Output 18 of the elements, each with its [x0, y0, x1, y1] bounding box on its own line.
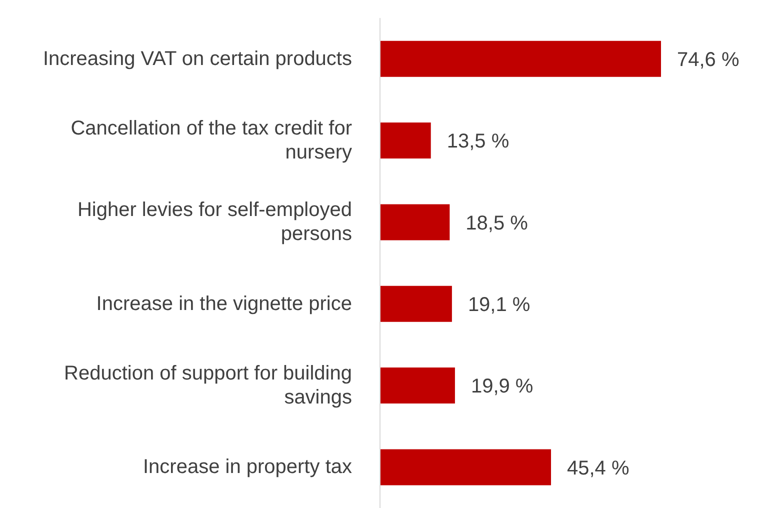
data-label: 18,5 % — [466, 212, 528, 234]
bar — [380, 449, 552, 486]
y-tick-label: Increase in property tax — [143, 456, 352, 478]
bar — [380, 40, 661, 77]
y-tick-label: Reduction of support for building savings — [64, 362, 352, 408]
data-label: 13,5 % — [446, 130, 510, 153]
bar — [380, 204, 450, 240]
data-label: 74,6 % — [677, 48, 740, 71]
y-tick-label: Increasing VAT on certain products — [42, 48, 352, 70]
y-tick-label: Higher levies for self-employed persons — [77, 199, 352, 246]
y-tick-label: Cancellation of the tax credit for nursery — [70, 118, 352, 164]
data-label: 45,4 % — [567, 457, 630, 480]
data-label: 19,1 % — [468, 294, 530, 316]
bar — [380, 368, 455, 404]
y-tick-label: Increase in the vignette price — [96, 292, 352, 315]
bar — [380, 286, 452, 322]
bar — [380, 122, 431, 159]
data-label: 19,9 % — [470, 376, 534, 398]
